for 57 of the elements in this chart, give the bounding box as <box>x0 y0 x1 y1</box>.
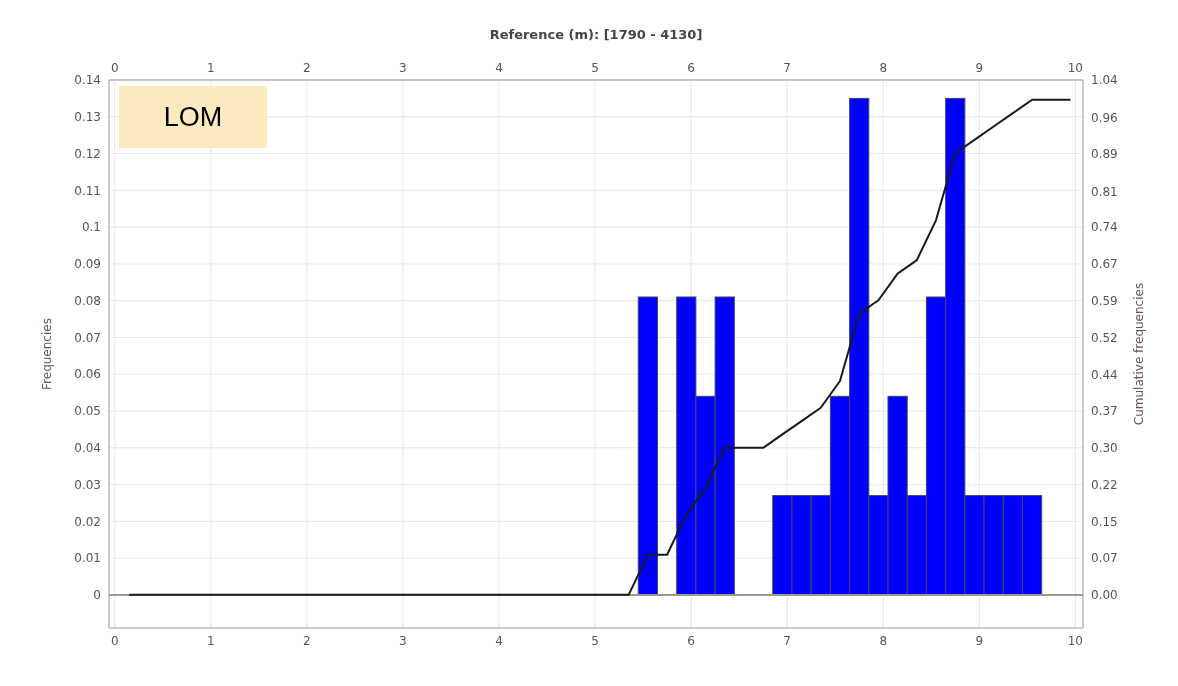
y-tick-label: 0.06 <box>74 367 101 382</box>
y-tick-label: 0.02 <box>74 514 101 529</box>
y-tick-label: 0.08 <box>74 293 101 308</box>
y2-tick-label: 0.37 <box>1091 404 1118 419</box>
y2-tick-label: 1.04 <box>1091 73 1118 88</box>
x-tick-label: 0 <box>110 61 119 75</box>
y2-tick-label: 0.89 <box>1091 146 1118 161</box>
x2-axis-title: Reference (m): [1790 - 4130] <box>489 27 703 42</box>
y2-tick-label: 0.67 <box>1091 257 1118 272</box>
y2-tick-label: 0.52 <box>1091 330 1118 345</box>
y-tick-label: 0.01 <box>74 551 101 566</box>
x-tick-label: 1 <box>207 61 215 75</box>
annotation: LOM <box>163 102 223 132</box>
y-axis-title: Frequencies <box>40 318 54 390</box>
y2-axis-title: Cumulative frequencies <box>1132 282 1146 426</box>
x2-tick-label: 8 <box>879 633 888 648</box>
x-tick-label: 3 <box>399 61 407 75</box>
x2-tick-label: 10 <box>1067 633 1083 648</box>
y2-tick-label: 0.00 <box>1091 588 1118 603</box>
y2-tick-label: 0.30 <box>1091 441 1118 456</box>
y-tick-label: 0.13 <box>74 110 101 125</box>
y2-tick-label: 0.59 <box>1091 293 1118 308</box>
y-tick-label: 0.09 <box>74 257 101 272</box>
x-tick-label: 5 <box>591 61 599 75</box>
y2-tick-label: 0.74 <box>1091 220 1118 235</box>
x2-tick-label: 5 <box>591 633 599 648</box>
x2-tick-label: 7 <box>783 633 791 648</box>
x-tick-label: 4 <box>495 61 503 75</box>
y-tick-label: 0.11 <box>74 183 101 198</box>
y-tick-label: 0.04 <box>74 441 101 456</box>
y2-tick-label: 0.44 <box>1091 368 1118 383</box>
y-tick-label: 0.03 <box>74 477 101 492</box>
x2-tick-label: 4 <box>495 633 503 648</box>
y2-tick-label: 0.81 <box>1091 184 1118 199</box>
x2-tick-label: 0 <box>110 633 119 648</box>
line-series <box>128 98 1072 596</box>
y-tick-label: 0 <box>93 588 101 603</box>
y-tick-label: 0.1 <box>81 220 101 235</box>
x-tick-label: 6 <box>687 61 695 75</box>
x2-tick-label: 3 <box>399 633 407 648</box>
y2-tick-label: 0.22 <box>1091 477 1118 492</box>
y2-tick-label: 0.15 <box>1091 514 1118 529</box>
x-tick-label: 2 <box>303 61 311 75</box>
y2-tick-label: 0.07 <box>1091 551 1118 566</box>
x-tick-label: 10 <box>1067 61 1083 75</box>
y-tick-label: 0.05 <box>74 404 101 419</box>
x2-tick-label: 1 <box>207 633 215 648</box>
x2-tick-label: 2 <box>303 633 311 648</box>
y2-tick-label: 0.96 <box>1091 110 1118 125</box>
x2-tick-label: 6 <box>687 633 695 648</box>
x2-tick-label: 9 <box>975 633 984 648</box>
y-tick-label: 0.12 <box>74 146 101 161</box>
y-tick-label: 0.07 <box>74 330 101 345</box>
y-tick-label: 0.14 <box>74 73 101 88</box>
x-tick-label: 7 <box>783 61 791 75</box>
x-tick-label: 8 <box>879 61 888 75</box>
x-tick-label: 9 <box>975 61 984 75</box>
